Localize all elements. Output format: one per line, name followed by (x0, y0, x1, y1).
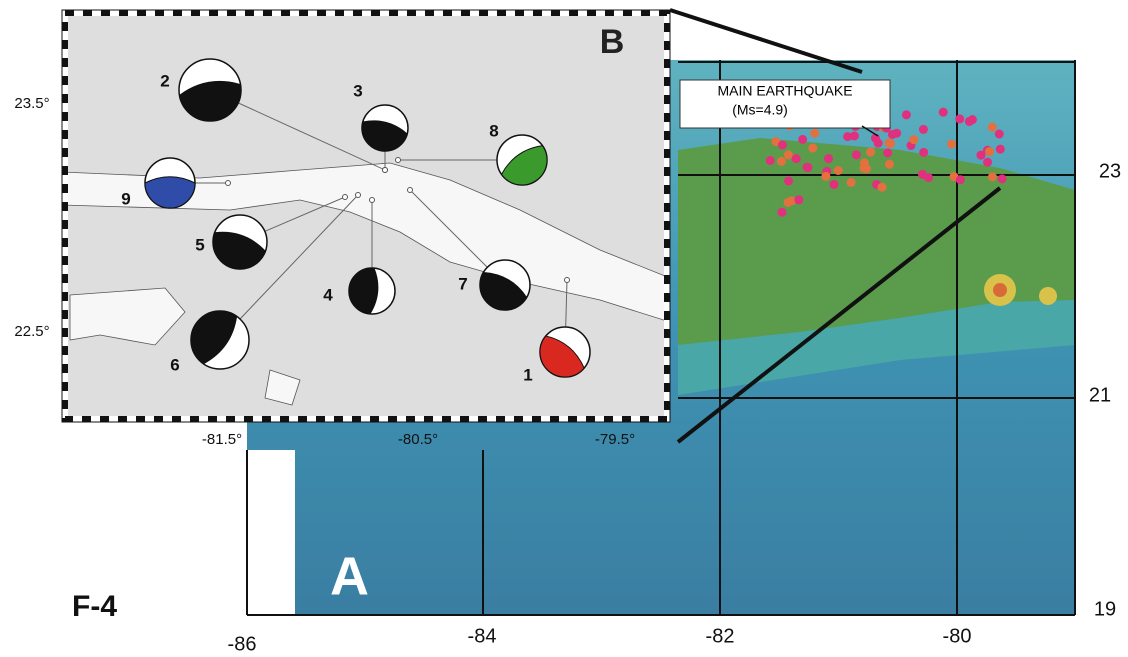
epicenter (777, 157, 786, 166)
epicenter (985, 147, 994, 156)
epicenter (810, 129, 819, 138)
epicenter (843, 132, 852, 141)
epicenter (939, 108, 948, 117)
mechanism-label: 9 (121, 189, 130, 208)
epicenter (888, 130, 897, 139)
epicenter (784, 176, 793, 185)
epicenter (996, 145, 1005, 154)
lat-label: 23 (1099, 160, 1121, 182)
station (356, 193, 361, 198)
epicenter (784, 150, 793, 159)
station (370, 198, 375, 203)
lat-label: 21 (1089, 384, 1111, 406)
station (565, 278, 570, 283)
figure: MAIN EARTHQUAKE (Ms=4.9) A 23 21 19 -86 … (0, 0, 1128, 657)
epicenter (988, 123, 997, 132)
epicenter (919, 125, 928, 134)
epicenter (885, 160, 894, 169)
station (343, 195, 348, 200)
epicenter (798, 135, 807, 144)
epicenter (919, 148, 928, 157)
mechanism-label: 4 (323, 285, 333, 304)
mechanism-label: 8 (489, 121, 498, 140)
epicenter (955, 114, 964, 123)
epicenter (852, 150, 861, 159)
epicenter (947, 140, 956, 149)
lon-label: -82 (706, 625, 735, 647)
epicenter (830, 180, 839, 189)
epicenter (766, 156, 775, 165)
station (226, 181, 231, 186)
lon-label: -79.5° (595, 431, 635, 448)
mechanism-label: 2 (160, 71, 169, 90)
lat-label: 22.5° (14, 323, 49, 340)
lon-label: -81.5° (202, 431, 242, 448)
epicenter (808, 144, 817, 153)
mechanism-label: 7 (458, 274, 467, 293)
epicenter (909, 135, 918, 144)
station (383, 168, 388, 173)
station (396, 158, 401, 163)
epicenter (886, 139, 895, 148)
epicenter (792, 154, 801, 163)
mechanism-label: 5 (195, 235, 204, 254)
panel-b: 1 2 3 4 5 6 7 8 9 B 23.5° 22.5° -81.5° -80.5° -7… (14, 10, 670, 448)
epicenter (883, 148, 892, 157)
epicenter (802, 163, 811, 172)
epicenter (859, 164, 868, 173)
lat-label: 19 (1094, 598, 1116, 620)
epicenter (878, 183, 887, 192)
mechanism-label: 1 (523, 365, 532, 384)
epicenter (918, 170, 927, 179)
panel-label: B (600, 23, 625, 61)
epicenter (995, 129, 1004, 138)
epicenter (794, 195, 803, 204)
lon-label: -84 (468, 625, 497, 647)
mechanism-label: 3 (353, 81, 362, 100)
epicenter (821, 172, 830, 181)
epicenter (847, 178, 856, 187)
epicenter (956, 175, 965, 184)
epicenter (968, 115, 977, 124)
lon-label: -86 (228, 633, 257, 655)
blank-strip (247, 450, 295, 615)
figure-label: F-4 (72, 590, 117, 623)
annotation-subtitle: (Ms=4.9) (732, 102, 788, 118)
highland (993, 283, 1007, 297)
epicenter (998, 174, 1007, 183)
mechanism-label: 6 (170, 355, 179, 374)
epicenter (778, 208, 787, 217)
station (408, 188, 413, 193)
epicenter (988, 172, 997, 181)
highland (1039, 287, 1057, 305)
epicenter (983, 158, 992, 167)
epicenter (834, 166, 843, 175)
lat-label: 23.5° (14, 95, 49, 112)
lon-label: -80.5° (398, 431, 438, 448)
epicenter (778, 141, 787, 150)
epicenter (902, 110, 911, 119)
epicenter (784, 198, 793, 207)
panel-label: A (330, 546, 369, 606)
epicenter (824, 154, 833, 163)
annotation-title: MAIN EARTHQUAKE (717, 83, 852, 99)
lon-label: -80 (943, 625, 972, 647)
epicenter (866, 148, 875, 157)
